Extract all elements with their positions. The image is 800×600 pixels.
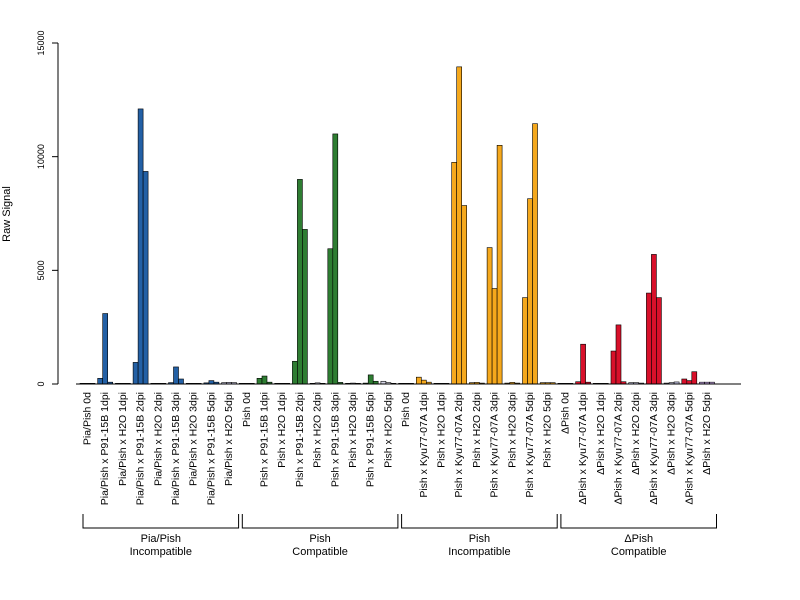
x-tick-label: Pish x H2O 1dpi: [276, 392, 288, 468]
x-tick-label: Pia/Pish x H2O 5dpi: [223, 392, 235, 486]
x-tick-label: Pish x H2O 1dpi: [436, 392, 448, 468]
group-bracket: [82, 514, 240, 529]
x-tick-label: Pish 0d: [400, 392, 412, 427]
bar: [208, 380, 215, 385]
x-tick-label: Pia/Pish x P91-15B 1dpi: [99, 392, 111, 505]
x-tick-label: Pia/Pish x P91-15B 2dpi: [135, 392, 147, 505]
x-tick-label: Pia/Pish x H2O 2dpi: [152, 392, 164, 486]
x-tick-label: Pish x P91-15B 2dpi: [294, 392, 306, 487]
bar: [532, 123, 538, 385]
bar: [256, 378, 263, 385]
x-tick-label: Pish x Kyu77-07A 3dpi: [489, 392, 501, 498]
bar: [527, 198, 533, 385]
bar: [491, 288, 498, 385]
bar: [691, 371, 698, 385]
x-tick-label: Pish x Kyu77-07A 5dpi: [524, 392, 536, 498]
bar: [522, 297, 528, 385]
bar: [178, 378, 184, 385]
bar: [332, 133, 339, 385]
x-tick-label: Pish x P91-15B 5dpi: [365, 392, 377, 487]
bar: [486, 247, 493, 385]
bar: [615, 324, 622, 385]
x-tick-label: ΔPish x Kyu77-07A 3dpi: [648, 392, 660, 505]
bars: [79, 66, 715, 385]
x-tick-label: ΔPish x H2O 2dpi: [630, 392, 642, 475]
x-tick-label: Pish x Kyu77-07A 1dpi: [418, 392, 430, 498]
group-label-line2: Compatible: [611, 546, 667, 558]
bar: [456, 66, 463, 385]
bar: [496, 145, 503, 385]
x-tick-label: Pish x H2O 5dpi: [382, 392, 394, 468]
y-tick-label: 0: [36, 381, 46, 386]
x-tick-label: Pia/Pish x P91-15B 5dpi: [205, 392, 217, 505]
x-tick-label: ΔPish x H2O 3dpi: [666, 392, 678, 475]
bar: [367, 374, 374, 385]
y-tick-label: 5000: [36, 260, 46, 280]
x-tick-label: Pish x H2O 2dpi: [312, 392, 324, 468]
group-label-line2: Compatible: [292, 546, 348, 558]
x-tick-label: ΔPish x Kyu77-07A 1dpi: [577, 392, 589, 505]
bar: [292, 360, 298, 385]
bar: [461, 205, 468, 385]
bar: [610, 350, 617, 385]
bar: [261, 375, 268, 385]
bar: [451, 162, 458, 385]
bar: [302, 229, 308, 385]
group-label-line2: Incompatible: [130, 546, 192, 558]
bar: [651, 254, 657, 385]
x-tick-label: ΔPish x Kyu77-07A 5dpi: [683, 392, 695, 505]
x-tick-label: ΔPish 0d: [559, 392, 571, 434]
bar: [142, 171, 149, 385]
group-label-line1: ΔPish: [624, 533, 653, 545]
x-tick-label: Pia/Pish 0d: [82, 392, 94, 445]
x-tick-label: ΔPish x H2O 1dpi: [595, 392, 607, 475]
group-brackets: Pia/PishIncompatiblePishCompatiblePishIn…: [82, 514, 717, 558]
x-tick-label: Pish x H2O 2dpi: [471, 392, 483, 468]
group-label-line1: Pish: [469, 533, 490, 545]
x-tick-label: Pia/Pish x H2O 1dpi: [117, 392, 129, 486]
group-label-line2: Incompatible: [448, 546, 510, 558]
x-tick-labels: Pia/Pish 0d Pia/Pish x P91-15B 1dpi Pia/Pi…: [82, 392, 714, 505]
x-tick-label: Pish 0d: [241, 392, 253, 427]
y-tick-label: 10000: [36, 144, 46, 169]
group-label-line1: Pia/Pish: [141, 533, 181, 545]
bar: [132, 362, 139, 385]
x-tick-label: Pia/Pish x H2O 3dpi: [188, 392, 200, 486]
x-tick-label: Pish x H2O 3dpi: [506, 392, 518, 468]
group-bracket: [241, 514, 399, 529]
x-tick-label: Pish x P91-15B 3dpi: [329, 392, 341, 487]
bar: [327, 248, 334, 385]
bar: [415, 376, 422, 385]
bar: [297, 179, 303, 385]
x-tick-label: Pish x H2O 5dpi: [542, 392, 554, 468]
y-axis: 0 5000 10000 15000: [36, 30, 59, 387]
bar: [97, 378, 103, 385]
x-tick-label: ΔPish x H2O 5dpi: [701, 392, 713, 475]
bar: [173, 366, 179, 385]
bar: [681, 378, 688, 385]
bar: [580, 343, 586, 385]
bar: [137, 108, 144, 385]
x-tick-label: ΔPish x Kyu77-07A 2dpi: [613, 392, 625, 505]
x-tick-label: Pish x Kyu77-07A 2dpi: [453, 392, 465, 498]
bar: [686, 380, 693, 385]
x-tick-label: Pish x P91-15B 1dpi: [259, 392, 271, 487]
group-label-line1: Pish: [309, 533, 330, 545]
x-tick-label: Pia/Pish x P91-15B 3dpi: [170, 392, 182, 505]
bar: [656, 297, 662, 385]
group-bracket: [560, 514, 717, 529]
x-tick-label: Pish x H2O 3dpi: [347, 392, 359, 468]
bar: [420, 379, 427, 385]
y-tick-label: 15000: [36, 30, 46, 55]
group-bracket: [401, 514, 558, 529]
bar: [646, 292, 652, 385]
y-axis-label: Raw Signal: [1, 186, 13, 242]
bar: [102, 313, 108, 385]
